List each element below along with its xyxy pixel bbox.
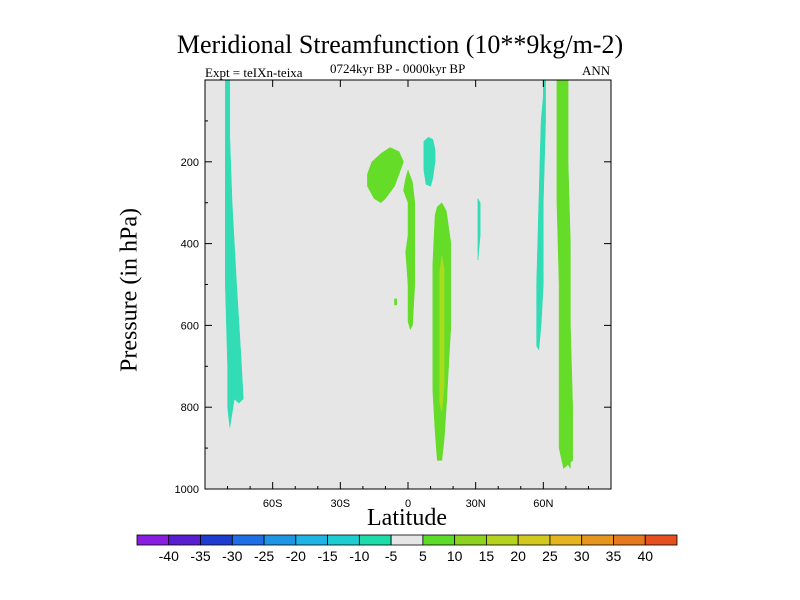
colorbar-label: 30 — [574, 548, 590, 564]
colorbar-swatch — [136, 534, 170, 546]
y-tick-label: 1000 — [175, 484, 199, 496]
colorbar-label: -15 — [317, 548, 337, 564]
colorbar-label: -20 — [286, 548, 306, 564]
colorbar-swatch — [390, 534, 424, 546]
region-eq-dot — [394, 298, 397, 306]
colorbar-swatch — [581, 534, 614, 546]
colorbar-label: 35 — [606, 548, 622, 564]
colorbar-label: -5 — [385, 548, 398, 564]
colorbar-swatch — [613, 534, 646, 546]
colorbar-swatch — [486, 534, 519, 546]
region-sh-upper-cell — [367, 147, 404, 204]
period-label: 0724kyr BP - 0000kyr BP — [330, 61, 466, 76]
colorbar-swatch — [168, 534, 201, 546]
y-tick-label: 600 — [181, 320, 199, 332]
chart-title: Meridional Streamfunction (10**9kg/m-2) — [176, 30, 624, 59]
colorbar-swatch — [454, 534, 487, 546]
colorbar-swatch — [327, 534, 360, 546]
colorbar-label: 25 — [542, 548, 558, 564]
colorbar-swatch — [263, 534, 297, 546]
region-nh-polar-neg — [536, 79, 546, 351]
colorbar-swatch — [644, 534, 678, 546]
colorbar-swatch — [200, 534, 233, 546]
colorbar-swatch — [422, 534, 456, 546]
colorbar-swatch — [358, 534, 392, 546]
colorbar-label: 20 — [510, 548, 526, 564]
region-sh-polar-cell — [225, 79, 244, 428]
region-nh-polar-tip — [567, 455, 571, 470]
colorbar-label: -30 — [222, 548, 242, 564]
x-tick-label: 0 — [405, 498, 411, 510]
x-tick-label: 60N — [533, 498, 553, 510]
colorbar-swatch — [295, 534, 328, 546]
x-axis-label: Latitude — [367, 505, 447, 531]
colorbar-label: 15 — [479, 548, 495, 564]
region-equatorial-strip — [403, 169, 416, 331]
experiment-label: Expt = teIXn-teixa — [205, 65, 303, 80]
colorbar: -40 -35 -30 -25 -20 -15 -10 -5 5 10 15 20 25 30 35 40 — [136, 534, 678, 564]
y-tick-label: 800 — [181, 402, 199, 414]
x-tick-label: 60S — [263, 498, 283, 510]
x-axis: 60S 30S 0 30N 60N — [227, 80, 589, 510]
colorbar-label: -40 — [159, 548, 179, 564]
colorbar-swatch — [517, 534, 551, 546]
colorbar-label: -35 — [190, 548, 210, 564]
x-tick-label: 30N — [466, 498, 486, 510]
contour-regions — [225, 79, 573, 470]
colorbar-label: 5 — [419, 548, 427, 564]
colorbar-label: -10 — [349, 548, 369, 564]
season-label: ANN — [582, 63, 611, 78]
colorbar-swatch — [231, 534, 265, 546]
y-tick-label: 400 — [181, 239, 199, 251]
colorbar-label: -25 — [254, 548, 274, 564]
colorbar-label: 40 — [637, 548, 653, 564]
region-nh-upper-neg — [477, 197, 481, 261]
y-axis: 200 400 600 800 1000 — [175, 120, 611, 496]
x-tick-label: 30S — [331, 498, 351, 510]
colorbar-swatch — [549, 534, 583, 546]
region-nh-hadley-core — [439, 255, 445, 412]
y-tick-label: 200 — [181, 157, 199, 169]
region-upper-tropical-neg — [423, 137, 436, 187]
colorbar-label: 10 — [447, 548, 463, 564]
